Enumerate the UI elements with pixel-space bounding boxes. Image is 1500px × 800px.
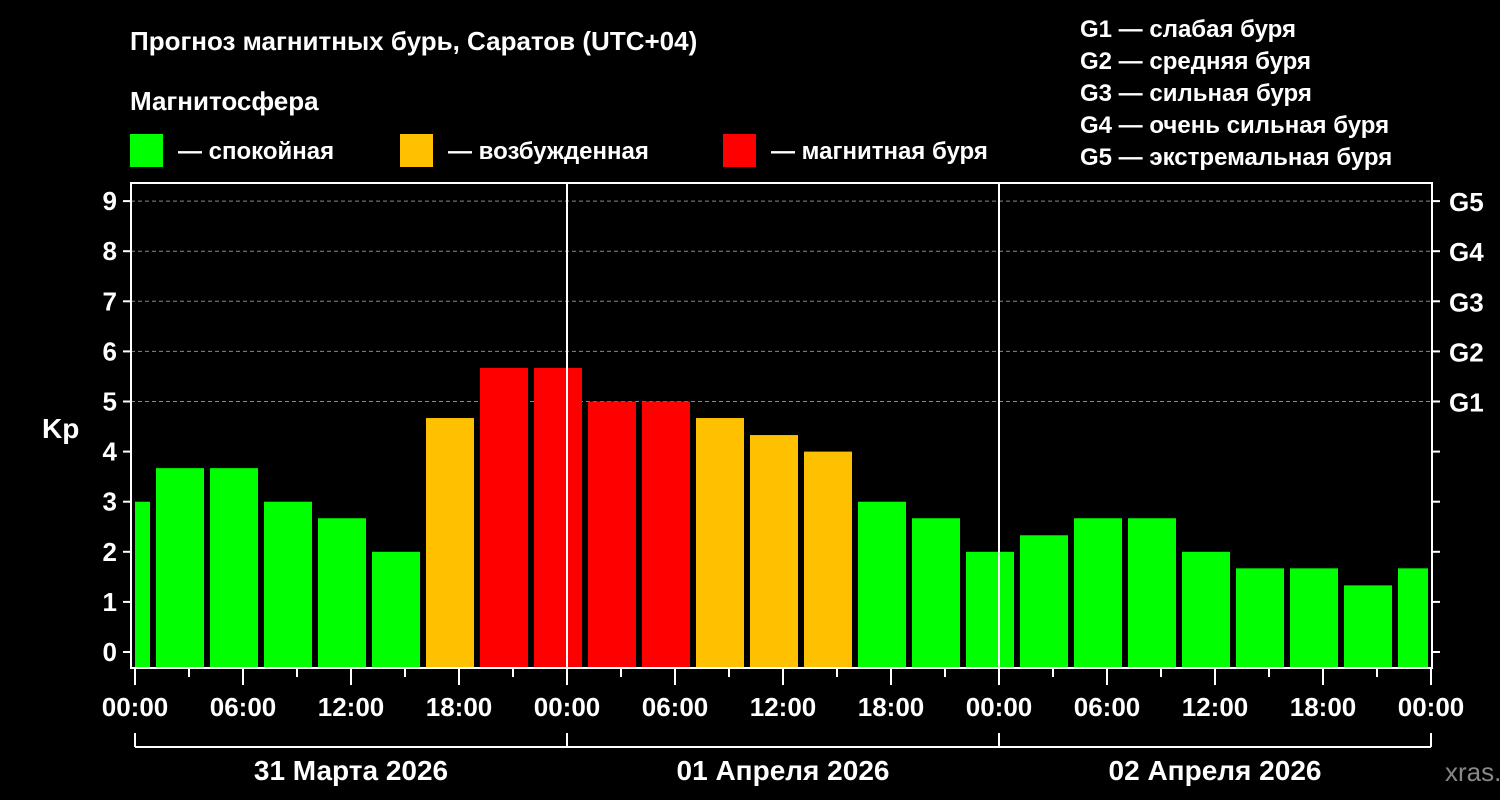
kp-bar — [1290, 568, 1338, 668]
g-scale-g5: G5 — экстремальная буря — [1080, 144, 1392, 171]
x-tick-label: 00:00 — [534, 692, 601, 722]
x-tick-label: 12:00 — [318, 692, 385, 722]
kp-bar — [750, 435, 798, 668]
y-tick-label: 8 — [103, 236, 117, 266]
g-scale-legend: G1 — слабая буря G2 — средняя буря G3 — … — [1080, 16, 1392, 171]
x-tick-label: 00:00 — [1398, 692, 1465, 722]
x-tick-label: 18:00 — [858, 692, 925, 722]
grid-lines — [131, 200, 1432, 402]
kp-bar — [642, 401, 690, 668]
y-tick-label: 9 — [103, 186, 117, 216]
x-tick-label: 06:00 — [1074, 692, 1141, 722]
kp-bar — [426, 418, 474, 668]
x-tick-label: 00:00 — [966, 692, 1033, 722]
kp-bar — [966, 551, 1014, 668]
chart-title: Прогноз магнитных бурь, Саратов (UTC+04) — [130, 26, 697, 56]
y-tick-label: 2 — [103, 537, 117, 567]
date-label: 31 Марта 2026 — [254, 755, 448, 786]
kp-bar — [1182, 551, 1230, 668]
y-axis-label: Kp — [42, 413, 79, 444]
date-label: 02 Апреля 2026 — [1109, 755, 1322, 786]
date-label: 01 Апреля 2026 — [677, 755, 890, 786]
y-tick-label: 5 — [103, 387, 117, 417]
kp-bar — [318, 518, 366, 668]
kp-bar — [1344, 585, 1392, 668]
legend-swatch-storm — [723, 134, 756, 167]
g-scale-g1: G1 — слабая буря — [1080, 16, 1296, 43]
y-tick-label: 1 — [103, 587, 117, 617]
watermark: xras.ru — [1445, 757, 1500, 787]
axes: 0 1 2 3 4 5 6 7 8 9 G1 G2 G3 G4 G5 00:00 06:00 12:00 18:00… — [102, 182, 1484, 786]
legend-label-quiet: — спокойная — [178, 138, 334, 165]
bars — [135, 367, 1428, 668]
x-tick-label: 18:00 — [426, 692, 493, 722]
kp-bar — [1398, 568, 1428, 668]
g-level-label: G2 — [1449, 337, 1484, 367]
kp-bar — [696, 418, 744, 668]
kp-bar — [1236, 568, 1284, 668]
x-tick-label: 06:00 — [210, 692, 277, 722]
g-scale-g2: G2 — средняя буря — [1080, 48, 1311, 75]
kp-bar — [1020, 535, 1068, 668]
x-tick-label: 06:00 — [642, 692, 709, 722]
kp-bar — [264, 501, 312, 668]
kp-bar — [210, 468, 258, 668]
x-tick-label: 12:00 — [750, 692, 817, 722]
g-level-label: G5 — [1449, 187, 1484, 217]
y-tick-label: 3 — [103, 487, 117, 517]
kp-bar — [534, 367, 582, 668]
legend-label-storm: — магнитная буря — [771, 138, 988, 165]
kp-bar — [804, 451, 852, 668]
x-tick-label: 18:00 — [1290, 692, 1357, 722]
legend-title: Магнитосфера — [130, 86, 319, 116]
kp-bar — [1074, 518, 1122, 668]
kp-bar — [480, 367, 528, 668]
y-tick-label: 7 — [103, 286, 117, 316]
kp-bar — [1128, 518, 1176, 668]
legend: — спокойная — возбужденная — магнитная б… — [130, 134, 988, 167]
kp-bar — [858, 501, 906, 668]
legend-swatch-active — [400, 134, 433, 167]
legend-swatch-quiet — [130, 134, 163, 167]
y-tick-label: 0 — [103, 637, 117, 667]
kp-bar — [372, 551, 420, 668]
g-level-label: G4 — [1449, 237, 1484, 267]
kp-bar — [156, 468, 204, 668]
kp-bar — [135, 501, 150, 668]
x-tick-label: 12:00 — [1182, 692, 1249, 722]
y-tick-label: 6 — [103, 336, 117, 366]
g-scale-g4: G4 — очень сильная буря — [1080, 112, 1389, 139]
g-level-label: G1 — [1449, 388, 1484, 418]
plot-frame — [130, 182, 1433, 669]
y-tick-label: 4 — [103, 437, 118, 467]
x-tick-label: 00:00 — [102, 692, 169, 722]
legend-label-active: — возбужденная — [448, 138, 649, 165]
kp-bar — [912, 518, 960, 668]
g-level-label: G3 — [1449, 287, 1484, 317]
kp-bar — [588, 401, 636, 668]
g-scale-g3: G3 — сильная буря — [1080, 80, 1312, 107]
